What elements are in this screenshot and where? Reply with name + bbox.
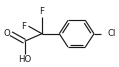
- Text: F: F: [21, 22, 26, 31]
- Text: HO: HO: [18, 55, 31, 64]
- Text: O: O: [3, 29, 10, 38]
- Text: F: F: [39, 7, 44, 16]
- Text: Cl: Cl: [108, 29, 116, 38]
